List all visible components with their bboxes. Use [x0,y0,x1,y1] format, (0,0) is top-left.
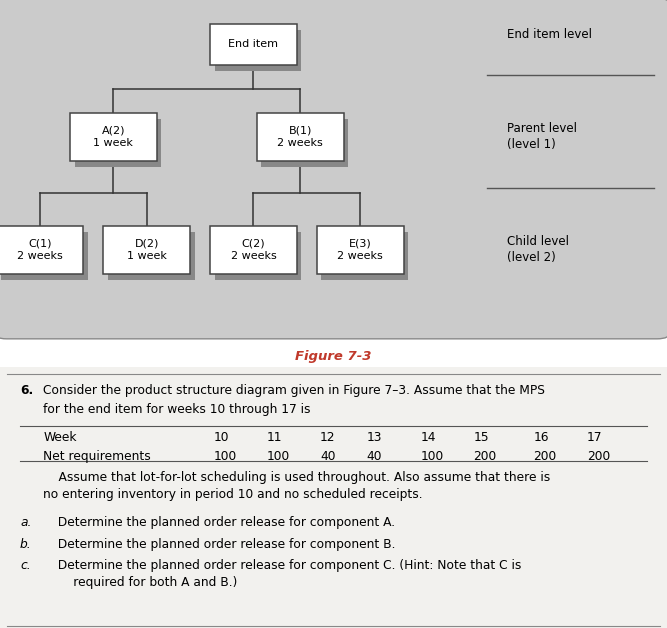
Bar [103,226,190,274]
Text: a.: a. [20,516,31,529]
Bar [215,232,301,280]
Text: 6.: 6. [20,384,33,398]
Bar [210,24,297,65]
Text: 16: 16 [534,431,549,444]
Text: A(2)
1 week: A(2) 1 week [93,126,133,148]
Text: c.: c. [20,560,31,573]
Text: C(2)
2 weeks: C(2) 2 weeks [231,239,276,261]
Text: Determine the planned order release for component B.: Determine the planned order release for … [50,538,396,551]
Bar [108,232,195,280]
Text: 100: 100 [267,450,290,463]
Bar [1,232,88,280]
Text: Consider the product structure diagram given in Figure 7–3. Assume that the MPS: Consider the product structure diagram g… [43,384,545,398]
Bar [257,113,344,161]
Bar [210,226,297,274]
Text: Net requirements: Net requirements [43,450,151,463]
Text: Figure 7-3: Figure 7-3 [295,350,372,363]
Text: B(1)
2 weeks: B(1) 2 weeks [277,126,323,148]
Bar [0,226,83,274]
Text: Determine the planned order release for component A.: Determine the planned order release for … [50,516,395,529]
Text: Determine the planned order release for component C. (Hint: Note that C is
     : Determine the planned order release for … [50,560,522,589]
Text: Assume that lot-for-lot scheduling is used throughout. Also assume that there is: Assume that lot-for-lot scheduling is us… [43,471,550,501]
Text: E(3)
2 weeks: E(3) 2 weeks [338,239,383,261]
Bar [261,119,348,167]
Text: 10: 10 [213,431,229,444]
Text: 11: 11 [267,431,282,444]
FancyBboxPatch shape [0,0,667,339]
Text: 13: 13 [367,431,382,444]
Text: 200: 200 [587,450,610,463]
Text: Child level
(level 2): Child level (level 2) [507,236,569,264]
Bar [70,113,157,161]
Text: Week: Week [43,431,77,444]
Text: 17: 17 [587,431,602,444]
Text: End item: End item [229,40,278,50]
Text: Parent level
(level 1): Parent level (level 1) [507,122,577,151]
Text: 200: 200 [534,450,557,463]
Text: 15: 15 [474,431,489,444]
Text: 100: 100 [420,450,444,463]
Text: 14: 14 [420,431,436,444]
Text: 12: 12 [320,431,336,444]
Text: 200: 200 [474,450,497,463]
Bar [215,30,301,71]
Bar [321,232,408,280]
Text: End item level: End item level [507,28,592,41]
Bar [317,226,404,274]
Text: 100: 100 [213,450,237,463]
Text: 40: 40 [320,450,336,463]
Text: C(1)
2 weeks: C(1) 2 weeks [17,239,63,261]
Text: for the end item for weeks 10 through 17 is: for the end item for weeks 10 through 17… [43,403,311,416]
Text: D(2)
1 week: D(2) 1 week [127,239,167,261]
Text: 40: 40 [367,450,382,463]
Bar [75,119,161,167]
Text: b.: b. [20,538,31,551]
